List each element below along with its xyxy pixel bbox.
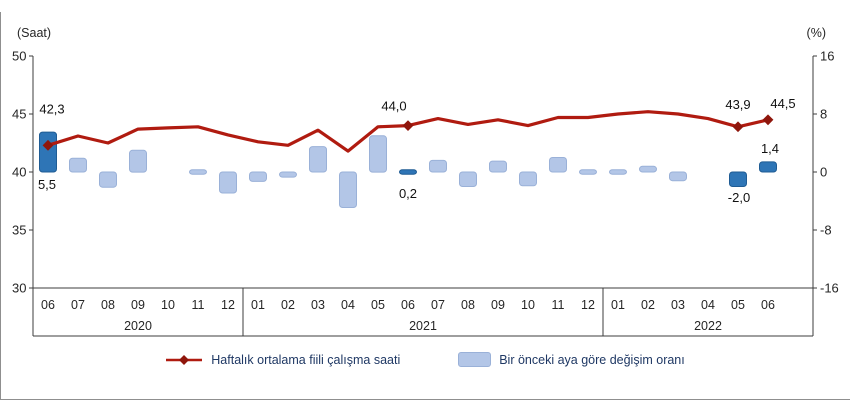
data-labels: 42,3 44,0 43,9 44,5 5,5 0,2 -2,0 1,4 — [38, 96, 796, 205]
month-label: 06 — [41, 298, 55, 312]
bar — [399, 169, 417, 175]
month-label: 12 — [221, 298, 235, 312]
tick-label-right: 0 — [820, 165, 827, 180]
month-label: 10 — [521, 298, 535, 312]
month-label: 06 — [401, 298, 415, 312]
bar-data-label: -2,0 — [728, 190, 750, 205]
month-label: 09 — [131, 298, 145, 312]
month-label: 04 — [701, 298, 715, 312]
bar-data-label: 1,4 — [761, 141, 779, 156]
bar-data-label: 0,2 — [399, 186, 417, 201]
image-border-left — [0, 12, 1, 400]
marker-diamond-icon — [402, 120, 414, 131]
bar-series — [39, 131, 777, 208]
marker-diamond-icon — [762, 114, 774, 126]
bar — [339, 171, 357, 208]
line-markers — [42, 114, 774, 151]
year-label: 2022 — [694, 319, 722, 333]
tick-label-left: 50 — [12, 49, 26, 64]
bar — [549, 157, 567, 173]
marker-diamond-icon — [42, 139, 54, 151]
axis-unit-right: (%) — [807, 26, 826, 40]
line-data-label: 44,0 — [381, 99, 406, 114]
tick-label-right: 8 — [820, 107, 827, 122]
month-label: 01 — [251, 298, 265, 312]
marker-diamond-icon — [732, 121, 744, 133]
month-label: 11 — [552, 298, 565, 312]
tick-label-left: 30 — [12, 281, 26, 296]
bar — [369, 135, 387, 173]
month-label: 11 — [192, 298, 205, 312]
tick-label-right: -8 — [820, 223, 832, 238]
year-label: 2020 — [124, 319, 152, 333]
chart-legend: Haftalık ortalama fiili çalışma saati Bi… — [0, 352, 850, 367]
bar — [99, 171, 117, 188]
line-data-label: 42,3 — [39, 101, 64, 116]
month-label: 09 — [491, 298, 505, 312]
month-label: 08 — [461, 298, 475, 312]
legend-label-bar: Bir önceki aya göre değişim oranı — [499, 352, 685, 367]
month-label: 05 — [731, 298, 745, 312]
month-label: 01 — [611, 298, 625, 312]
month-label: 07 — [71, 298, 85, 312]
bar — [69, 157, 87, 173]
chart-area: 50 45 40 35 30 16 8 0 -8 -16 (Saat) (%) 06 07 08 09 10 11… — [12, 26, 839, 337]
bar — [759, 161, 777, 173]
axes: 50 45 40 35 30 16 8 0 -8 -16 (Saat) (%) 06 07 08 09 10 11… — [12, 26, 839, 337]
tick-label-right: -16 — [820, 281, 839, 296]
month-label: 06 — [761, 298, 775, 312]
bar — [579, 169, 597, 175]
month-label: 02 — [641, 298, 655, 312]
year-label: 2021 — [409, 319, 437, 333]
axis-unit-left: (Saat) — [17, 26, 51, 40]
bar — [639, 165, 657, 173]
legend-item-bar: Bir önceki aya göre değişim oranı — [458, 352, 685, 367]
bar — [39, 131, 57, 173]
month-label: 07 — [431, 298, 445, 312]
month-label: 05 — [371, 298, 385, 312]
tick-label-left: 45 — [12, 107, 26, 122]
bar — [609, 169, 627, 175]
month-label: 04 — [341, 298, 355, 312]
bar — [519, 171, 537, 187]
bar — [249, 171, 267, 182]
bar — [129, 149, 147, 173]
line-series — [47, 110, 769, 153]
tick-label-left: 40 — [12, 165, 26, 180]
tick-label-right: 16 — [820, 49, 834, 64]
bar-data-label: 5,5 — [38, 177, 56, 192]
bar — [279, 171, 297, 178]
month-label: 02 — [281, 298, 295, 312]
month-label: 03 — [311, 298, 325, 312]
bar — [669, 171, 687, 182]
bar — [429, 159, 447, 173]
line-data-label: 44,5 — [770, 96, 795, 111]
legend-label-line: Haftalık ortalama fiili çalışma saati — [211, 352, 401, 367]
month-label: 03 — [671, 298, 685, 312]
bar — [729, 171, 747, 187]
tick-label-left: 35 — [12, 223, 26, 238]
bar — [309, 146, 327, 173]
bar — [459, 171, 477, 187]
month-label: 08 — [101, 298, 115, 312]
chart-canvas: 50 45 40 35 30 16 8 0 -8 -16 (Saat) (%) 06 07 08 09 10 11… — [12, 26, 839, 337]
line-marker-swatch-icon — [166, 354, 203, 365]
bar-swatch-icon — [458, 352, 492, 367]
month-label: 12 — [581, 298, 595, 312]
line-data-label: 43,9 — [725, 97, 750, 112]
bar — [489, 160, 507, 173]
legend-item-line: Haftalık ortalama fiili çalışma saati — [165, 353, 400, 367]
bar — [219, 171, 237, 194]
bar — [189, 169, 207, 175]
month-label: 10 — [161, 298, 175, 312]
